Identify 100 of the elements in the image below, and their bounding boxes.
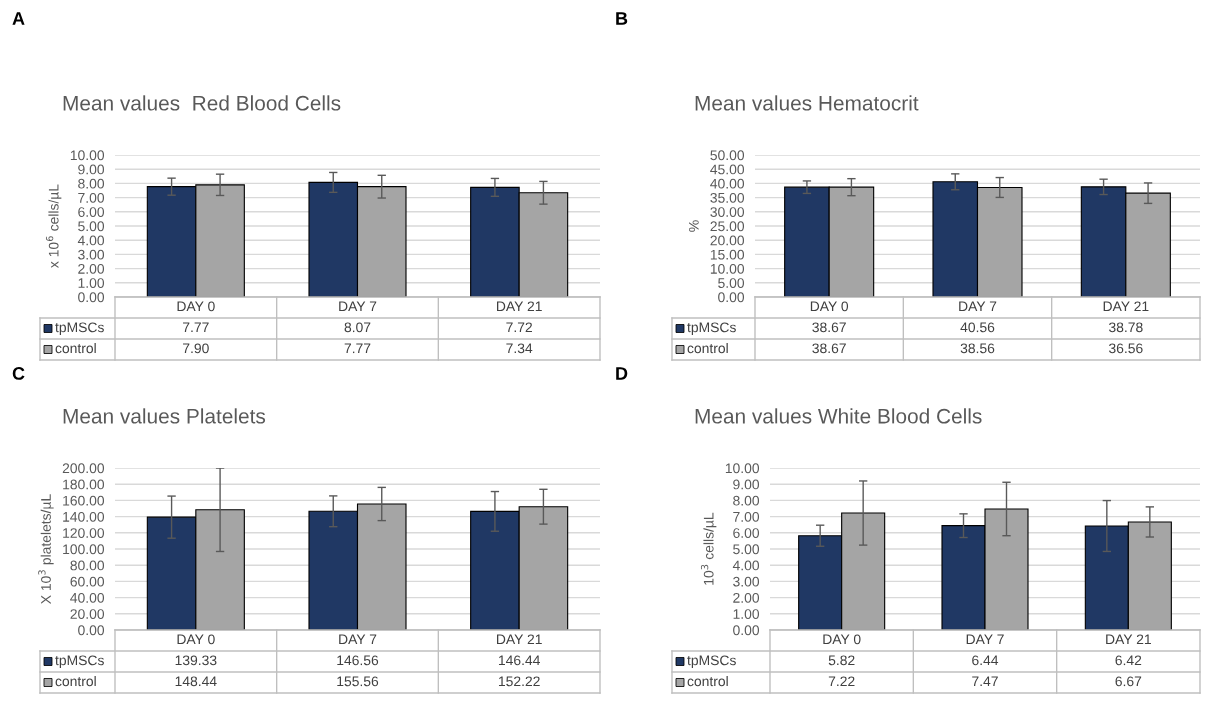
data-label: 155.56 (337, 676, 379, 687)
data-label: 7.77 (183, 322, 209, 333)
y-tick-label: 100.00 (63, 544, 105, 555)
x-tick-label: DAY 21 (1103, 301, 1149, 312)
y-tick-label: 45.00 (710, 164, 745, 175)
y-tick-label: 9.00 (78, 164, 105, 175)
legend-label: tpMSCs (687, 322, 736, 335)
y-tick-label: 4.00 (77, 235, 105, 246)
data-label: 6.44 (972, 655, 999, 666)
y-tick-label: 140.00 (63, 511, 105, 522)
y-axis-title: % (688, 220, 699, 232)
y-tick-label: 8.00 (78, 178, 105, 189)
data-label: 7.77 (344, 343, 371, 354)
data-label: 7.22 (828, 676, 855, 687)
data-label: 6.42 (1115, 655, 1142, 666)
data-label: 139.33 (175, 655, 217, 666)
y-tick-label: 6.00 (733, 528, 760, 538)
y-tick-label: 20.00 (70, 609, 105, 619)
text: A (12, 12, 25, 25)
y-tick-label: 1.00 (733, 609, 760, 619)
data-label: 38.67 (812, 322, 846, 333)
y-tick-label: 35.00 (710, 192, 745, 203)
y-tick-label: 50.00 (710, 150, 745, 161)
data-label: 7.34 (506, 343, 533, 354)
y-tick-label: 3.00 (733, 576, 760, 587)
legend-label: control (55, 343, 96, 354)
x-tick-label: DAY 0 (810, 301, 849, 312)
y-tick-label: 60.00 (70, 576, 105, 587)
data-label: 146.44 (498, 655, 540, 666)
x-tick-label: DAY 0 (823, 634, 861, 645)
chart-title: Mean values White Blood Cells (695, 408, 982, 424)
text: D (616, 367, 628, 380)
y-tick-label: 0.00 (78, 625, 105, 636)
data-label: 36.56 (1108, 343, 1143, 354)
x-tick-label: DAY 7 (339, 301, 377, 312)
y-tick-label: 10.00 (710, 263, 745, 274)
chart-title: Mean values Platelets (63, 408, 266, 424)
data-label: 5.82 (828, 655, 855, 666)
y-tick-label: 0.00 (733, 625, 760, 636)
x-tick-label: DAY 21 (1106, 634, 1151, 645)
data-label: 152.22 (498, 676, 540, 687)
x-tick-label: DAY 7 (959, 301, 997, 312)
data-label: 38.56 (960, 343, 995, 354)
y-tick-label: 6.00 (78, 207, 105, 217)
y-tick-label: 0.00 (78, 292, 105, 303)
data-label: 148.44 (175, 676, 217, 687)
x-tick-label: DAY 21 (497, 634, 542, 645)
y-tick-label: 30.00 (710, 207, 745, 217)
x-tick-label: DAY 21 (497, 301, 542, 312)
y-tick-label: 80.00 (70, 560, 105, 571)
y-axis-title: X 10$^{3}$ platelets/µL (38, 494, 54, 604)
legend-label: tpMSCs (55, 655, 104, 668)
y-axis-title: 10$^{3}$ cells/µL (700, 512, 717, 585)
y-tick-label: 3.00 (78, 249, 105, 260)
y-tick-label: 40.00 (70, 592, 105, 603)
y-tick-label: 2.00 (78, 263, 105, 274)
data-label: 6.67 (1115, 676, 1142, 687)
y-tick-label: 5.00 (733, 544, 760, 555)
y-tick-label: 20.00 (710, 235, 745, 246)
y-tick-label: 15.00 (710, 249, 745, 260)
y-tick-label: 5.00 (718, 278, 745, 288)
legend-label: control (687, 676, 728, 687)
x-tick-label: DAY 7 (966, 634, 1004, 645)
y-tick-label: 9.00 (733, 479, 760, 490)
legend-label: control (55, 676, 96, 687)
y-axis-title: x 10$^{6}$ cells/µL (45, 184, 62, 268)
data-label: 38.67 (812, 343, 846, 354)
y-tick-label: 160.00 (63, 495, 105, 506)
text: C (12, 367, 25, 380)
data-label: 40.56 (960, 322, 995, 333)
legend-label: control (687, 343, 728, 354)
text: B (616, 12, 628, 25)
legend-label: tpMSCs (687, 655, 736, 668)
legend-label: tpMSCs (55, 322, 104, 335)
chart-title: Mean values Hematocrit (695, 95, 919, 111)
x-tick-label: DAY 0 (177, 301, 215, 312)
data-label: 38.78 (1108, 322, 1143, 333)
y-tick-label: 180.00 (63, 479, 105, 490)
y-tick-label: 7.00 (733, 511, 760, 522)
x-tick-label: DAY 0 (177, 634, 215, 645)
y-tick-label: 200.00 (62, 463, 105, 474)
y-tick-label: 1.00 (78, 278, 105, 288)
y-tick-label: 10.00 (70, 150, 105, 161)
y-tick-label: 0.00 (718, 292, 745, 303)
data-label: 7.90 (183, 343, 209, 354)
y-tick-label: 120.00 (63, 528, 105, 538)
data-label: 7.72 (506, 322, 532, 333)
y-tick-label: 4.00 (732, 560, 760, 571)
chart-title: Mean values Red Blood Cells (63, 95, 341, 111)
y-tick-label: 40.00 (710, 178, 745, 189)
data-label: 146.56 (337, 655, 379, 666)
y-tick-label: 7.00 (78, 192, 105, 203)
x-tick-label: DAY 7 (339, 634, 377, 645)
y-tick-label: 5.00 (78, 221, 105, 232)
data-label: 8.07 (344, 322, 371, 333)
y-tick-label: 8.00 (733, 495, 760, 506)
y-tick-label: 2.00 (733, 592, 760, 603)
y-tick-label: 25.00 (710, 221, 745, 232)
data-label: 7.47 (972, 676, 998, 687)
y-tick-label: 10.00 (725, 463, 760, 474)
